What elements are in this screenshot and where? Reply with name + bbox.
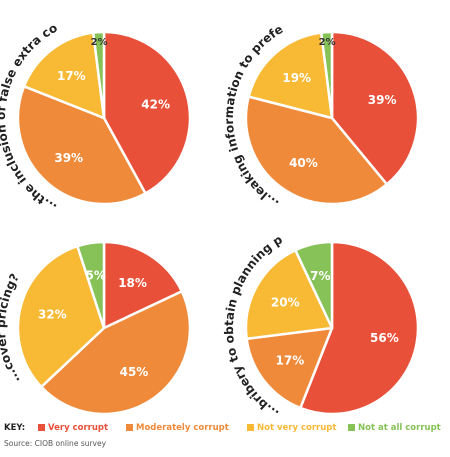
slice-label-moderately-corrupt: 17% <box>276 354 305 368</box>
slice-moderately-corrupt <box>245 326 334 410</box>
legend-label-not-at-all-corrupt: Not at all corrupt <box>358 423 441 433</box>
legend-label-moderately-corrupt: Moderately corrupt <box>136 423 229 433</box>
slice-label-not-very-corrupt: 32% <box>38 308 67 322</box>
pie-chart-3: 18%45%32%5%...cover pricing? <box>0 240 192 416</box>
slice-very-corrupt <box>102 240 184 330</box>
slice-not-at-all-corrupt <box>91 30 106 120</box>
slice-not-very-corrupt <box>244 248 334 341</box>
legend-label-not-very-corrupt: Not very corrupt <box>257 423 337 433</box>
slice-label-moderately-corrupt: 45% <box>120 365 149 379</box>
slice-label-not-very-corrupt: 17% <box>57 69 86 83</box>
slice-moderately-corrupt <box>16 85 147 206</box>
slice-label-moderately-corrupt: 40% <box>289 156 318 170</box>
slice-label-not-very-corrupt: 20% <box>271 295 300 309</box>
slice-label-not-at-all-corrupt: 2% <box>319 37 336 48</box>
slice-label-not-very-corrupt: 19% <box>282 71 311 85</box>
legend-item-very-corrupt: Very corrupt <box>38 423 108 433</box>
source-note: Source: CIOB online survey <box>4 439 107 448</box>
slice-very-corrupt <box>299 240 420 416</box>
pie-chart-1: 42%39%17%2%...the inclusion of false ext… <box>0 0 192 215</box>
slice-not-very-corrupt <box>22 31 106 120</box>
legend-key-label: KEY: <box>4 423 26 433</box>
slice-very-corrupt <box>102 30 192 195</box>
legend-swatch-not-very-corrupt <box>247 423 254 431</box>
legend-swatch-not-at-all-corrupt <box>348 423 355 431</box>
slice-not-at-all-corrupt <box>319 30 334 120</box>
legend-swatch-very-corrupt <box>38 423 45 431</box>
slice-label-very-corrupt: 42% <box>141 98 170 112</box>
legend-item-moderately-corrupt: Moderately corrupt <box>126 423 229 433</box>
slice-moderately-corrupt <box>244 95 389 206</box>
slice-very-corrupt <box>330 30 420 186</box>
slice-label-not-at-all-corrupt: 5% <box>85 268 105 282</box>
slice-not-very-corrupt <box>247 31 334 120</box>
slice-label-not-at-all-corrupt: 2% <box>91 37 108 48</box>
slice-label-very-corrupt: 39% <box>368 93 397 107</box>
legend-item-not-very-corrupt: Not very corrupt <box>247 423 336 433</box>
slice-label-moderately-corrupt: 39% <box>54 151 83 165</box>
legend-swatch-moderately-corrupt <box>126 423 133 431</box>
legend-item-not-at-all-corrupt: Not at all corrupt <box>348 423 441 433</box>
slice-label-very-corrupt: 18% <box>118 276 147 290</box>
slice-moderately-corrupt <box>40 290 192 416</box>
legend-label-very-corrupt: Very corrupt <box>48 423 109 433</box>
slice-label-not-at-all-corrupt: 7% <box>310 269 330 283</box>
slice-label-very-corrupt: 56% <box>370 331 399 345</box>
legend: KEY: Very corrupt Moderately corrupt Not… <box>4 421 450 437</box>
slice-not-at-all-corrupt <box>76 240 106 330</box>
slice-not-at-all-corrupt <box>294 240 334 330</box>
slice-not-very-corrupt <box>16 244 106 389</box>
